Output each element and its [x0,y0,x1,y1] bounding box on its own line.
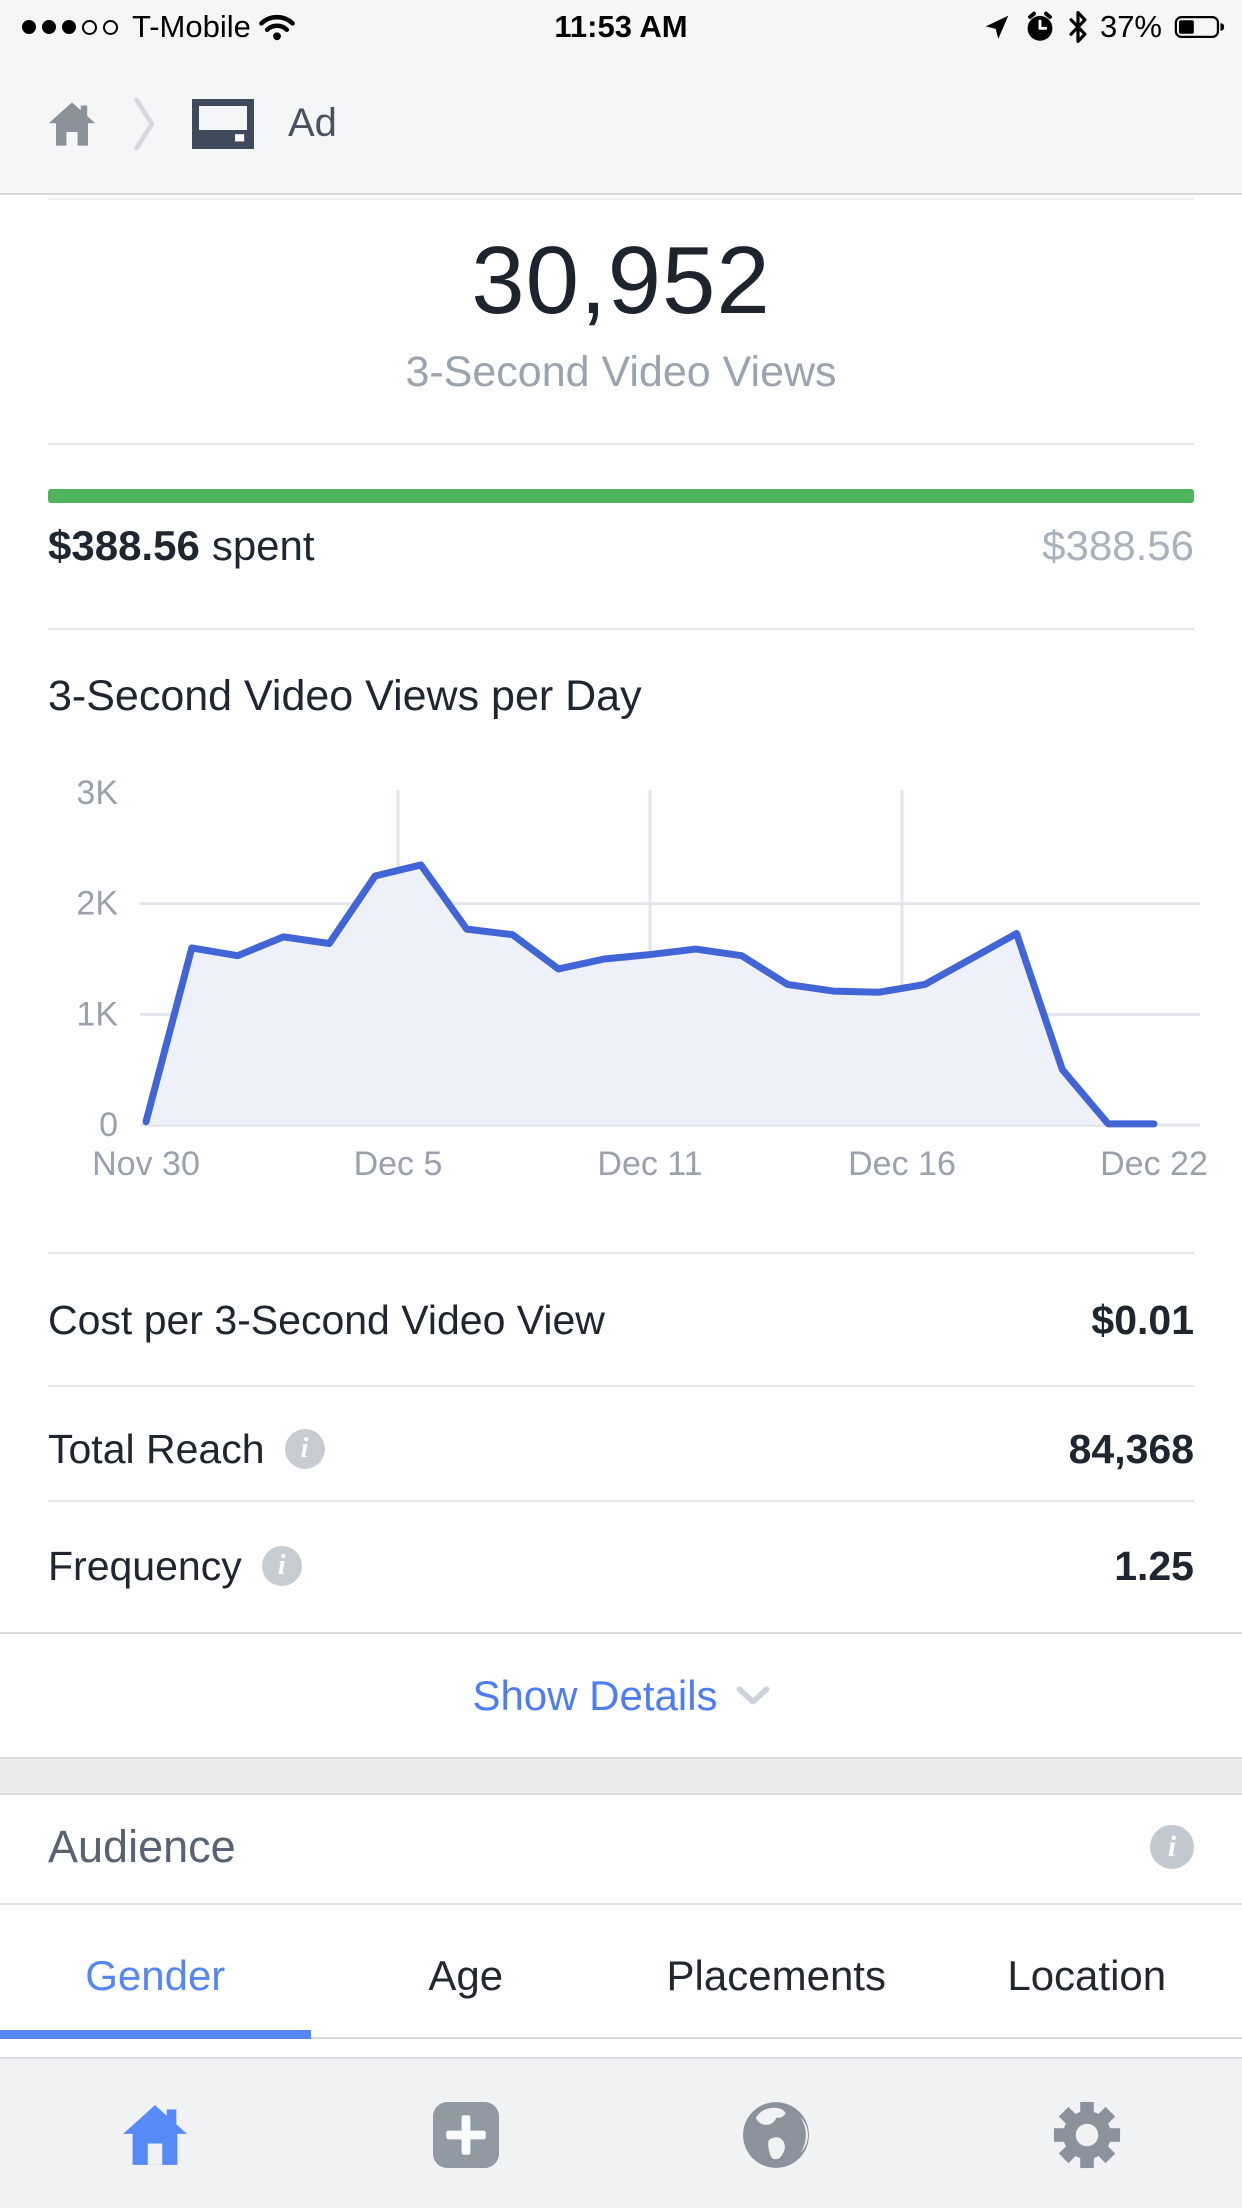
stat-value: 1.25 [1114,1542,1194,1589]
status-right-cluster: 37% [982,9,1226,45]
nav-create-button[interactable] [311,2059,622,2208]
tab-baseline [0,2037,1242,2039]
svg-text:2K: 2K [76,885,118,923]
show-details-button[interactable]: Show Details [0,1672,1242,1720]
stat-value: $0.01 [1091,1296,1194,1343]
info-icon[interactable]: i [1150,1825,1194,1869]
battery-icon [1174,14,1226,40]
stat-row-frequency: Frequency i 1.25 [48,1534,1194,1598]
tab-location[interactable]: Location [1007,1952,1167,1999]
globe-icon [742,2101,810,2169]
stat-label: Cost per 3-Second Video View [48,1296,605,1343]
svg-text:Dec 16: Dec 16 [848,1145,956,1183]
gear-icon [1052,2100,1122,2170]
nav-world-button[interactable] [621,2059,932,2208]
divider [48,1252,1194,1254]
tab-age[interactable]: Age [428,1952,504,1999]
info-icon[interactable]: i [284,1429,325,1469]
divider [48,628,1194,630]
section-divider [0,1632,1242,1634]
stat-row-cost-per-view: Cost per 3-Second Video View $0.01 [48,1288,1194,1352]
spent-suffix: spent [211,522,315,569]
stat-value: 84,368 [1068,1425,1194,1472]
section-separator-band [0,1757,1242,1795]
carrier-label: T-Mobile [132,9,251,44]
tab-placements[interactable]: Placements [666,1952,886,1999]
wifi-icon [259,13,295,41]
chevron-down-icon [736,1685,770,1707]
budget-total: $388.56 [1042,522,1194,569]
nav-settings-button[interactable] [932,2059,1242,2208]
alarm-clock-icon [1024,11,1056,43]
location-arrow-icon [982,12,1012,42]
breadcrumb: Ad [46,96,337,152]
status-left-cluster: T-Mobile [22,9,295,45]
svg-text:Nov 30: Nov 30 [92,1145,200,1183]
divider [48,1500,1194,1502]
stat-label: Total Reach [48,1425,265,1472]
chevron-right-icon [132,96,158,152]
plus-icon [432,2101,499,2168]
divider [48,1385,1194,1387]
metric-label: 3-Second Video Views [405,348,837,396]
show-details-label: Show Details [472,1672,718,1719]
active-tab-underline [0,2030,311,2039]
audience-title: Audience [48,1821,236,1872]
views-per-day-chart: 0 1K 2K 3K Nov 30 Dec 5 Dec 11 Dec 16 Dec 22 [0,775,1242,1210]
chart-title: 3-Second Video Views per Day [48,672,642,720]
ad-icon [192,98,254,149]
audience-header: Audience i [48,1812,1194,1882]
stat-label: Frequency [48,1542,242,1589]
metric-value: 30,952 [471,227,771,334]
tab-gender[interactable]: Gender [85,1952,226,1999]
svg-text:3K: 3K [76,775,118,812]
divider [0,1903,1242,1905]
breadcrumb-bar: Ad [0,54,1242,195]
svg-text:1K: 1K [76,995,118,1033]
signal-strength-icon [22,19,118,35]
svg-text:Dec 22: Dec 22 [1100,1145,1208,1183]
svg-text:0: 0 [99,1106,118,1144]
home-icon [120,2103,190,2167]
nav-home-button[interactable] [0,2059,311,2208]
svg-text:Dec 5: Dec 5 [354,1145,443,1183]
budget-progress-bar [48,489,1194,503]
home-icon[interactable] [46,100,98,148]
chart-svg: 0 1K 2K 3K Nov 30 Dec 5 Dec 11 Dec 16 Dec 22 [76,775,1208,1183]
status-bar: T-Mobile 11:53 AM [0,0,1242,54]
spent-amount: $388.56 [48,522,200,569]
bottom-nav [0,2057,1242,2208]
divider [48,443,1194,445]
battery-percent-label: 37% [1099,9,1162,44]
card-top-divider [48,198,1194,200]
spent-row: $388.56 spent $388.56 [48,516,1194,576]
info-icon[interactable]: i [261,1546,302,1586]
audience-tabs: Gender Age Placements Location [0,1922,1242,2030]
breadcrumb-title[interactable]: Ad [288,101,337,145]
clock-label: 11:53 AM [554,9,688,44]
bluetooth-icon [1068,11,1088,43]
svg-text:Dec 11: Dec 11 [597,1145,702,1183]
stat-row-total-reach: Total Reach i 84,368 [48,1417,1194,1481]
